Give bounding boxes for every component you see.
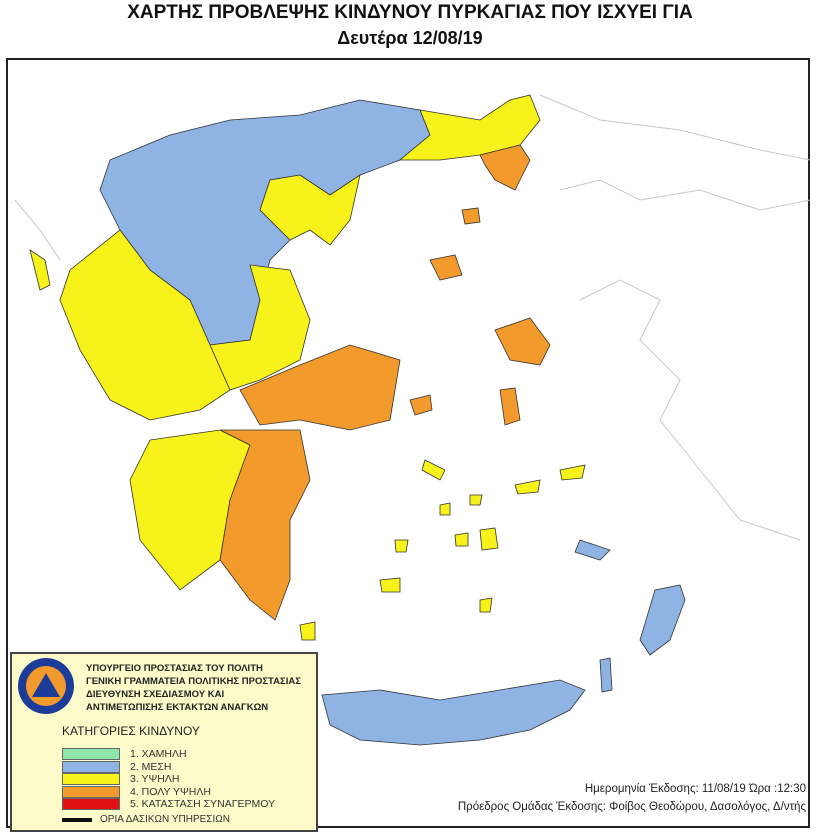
island-chios [499,387,521,426]
region-high-west [59,229,231,421]
organization-text: ΥΠΟΥΡΓΕΙΟ ΠΡΟΣΤΑΣΙΑΣ ΤΟΥ ΠΟΛΙΤΗ ΓΕΝΙΚΗ Γ… [86,662,301,714]
island-lesvos [494,317,551,366]
island-crete [321,679,586,746]
island-skyros [409,394,433,416]
legend-item-alarm: 5. ΚΑΤΑΣΤΑΣΗ ΣΥΝΑΓΕΡΜΟΥ [62,798,275,811]
island-paros [454,532,469,547]
legend-swatch [62,773,120,786]
legend-label: 2. ΜΕΣΗ [130,760,172,773]
island-andros [421,459,446,481]
region-high-chalkidiki [259,174,361,246]
legend-swatch [62,748,120,761]
map-date: Δευτέρα 12/08/19 [337,28,483,48]
region-very-high-central [239,344,401,431]
region-very-high-evros [479,144,531,191]
island-serifos [394,539,409,553]
legend-swatch [62,785,120,798]
legend-label: 5. ΚΑΤΑΣΤΑΣΗ ΣΥΝΑΓΕΡΜΟΥ [130,798,276,811]
island-lemnos [429,254,463,281]
issue-date: Ημερομηνία Έκδοσης: 11/08/19 Ώρα :12:30 [584,783,806,795]
issuer-credit: Πρόεδρος Ομάδας Έκδοσης: Φοίβος Θεοδώρου… [457,801,806,813]
island-santorini [479,597,493,613]
turkey-coast-line [579,279,801,541]
island-kos [574,539,611,561]
albania-coast-line [14,199,61,261]
region-high-thessaly [209,264,311,391]
legend-label: 3. ΥΨΗΛΗ [130,773,180,786]
island-kythira [299,621,316,641]
island-syros [439,502,451,516]
civil-protection-logo [18,658,74,714]
map-title: ΧΑΡΤΗΣ ΠΡΟΒΛΕΨΗΣ ΚΙΝΔΥΝΟΥ ΠΥΡΚΑΓΙΑΣ ΠΟΥ … [127,2,693,23]
island-rhodes [639,584,686,656]
org-line: ΓΕΝΙΚΗ ΓΡΑΜΜΑΤΕΙΑ ΠΟΛΙΤΙΚΗΣ ΠΡΟΣΤΑΣΙΑΣ [86,676,301,687]
island-naxos [479,527,499,551]
island-karpathos [599,657,613,693]
org-line: ΔΙΕΥΘΥΝΣΗ ΣΧΕΔΙΑΣΜΟΥ ΚΑΙ [86,689,225,700]
island-samos [559,464,586,481]
island-milos [379,577,401,593]
categories-title: ΚΑΤΗΓΟΡΙΕΣ ΚΙΝΔΥΝΟΥ [62,724,200,738]
island-mykonos [469,494,483,506]
org-line: ΥΠΟΥΡΓΕΙΟ ΠΡΟΣΤΑΣΙΑΣ ΤΟΥ ΠΟΛΙΤΗ [86,663,263,674]
turkey-coast-line [559,179,811,211]
legend-item-low: 1. ΧΑΜΗΛΗ [62,748,275,761]
island-thasos [461,207,481,225]
legend-item-high: 3. ΥΨΗΛΗ [62,773,275,786]
legend-label: 1. ΧΑΜΗΛΗ [130,748,187,761]
legend-item-very-high: 4. ΠΟΛΥ ΥΨΗΛΗ [62,785,275,799]
org-line: ΑΝΤΙΜΕΤΩΠΙΣΗΣ ΕΚΤΑΚΤΩΝ ΑΝΑΓΚΩΝ [86,702,269,713]
island-ikaria [514,479,541,495]
legend-items: 1. ΧΑΜΗΛΗ 2. ΜΕΣΗ 3. ΥΨΗΛΗ 4. ΠΟΛΥ ΥΨΗΛΗ… [62,748,275,811]
neighbor-outlines [14,94,811,541]
turkey-border-line [539,94,811,161]
legend-item-medium: 2. ΜΕΣΗ [62,760,275,774]
legend-panel: ΥΠΟΥΡΓΕΙΟ ΠΡΟΣΤΑΣΙΑΣ ΤΟΥ ΠΟΛΙΤΗ ΓΕΝΙΚΗ Γ… [10,652,318,832]
island-corfu [29,249,51,291]
legend-swatch [62,798,120,811]
legend-swatch [62,760,120,773]
legend-label: 4. ΠΟΛΥ ΥΨΗΛΗ [130,785,211,798]
region-very-high-peloponnese-east [219,429,311,621]
